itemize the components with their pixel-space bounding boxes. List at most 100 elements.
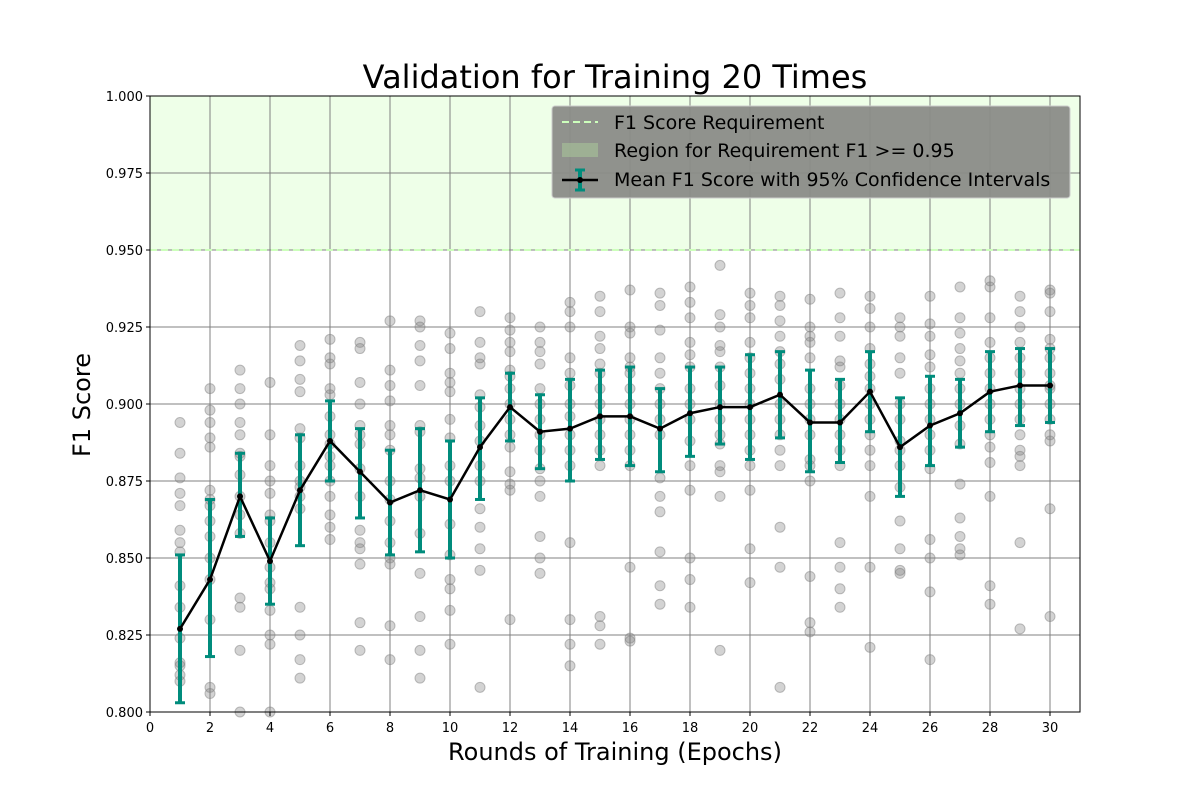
x-tick-label: 20: [742, 721, 759, 736]
scatter-point: [294, 386, 306, 398]
mean-point: [687, 410, 693, 417]
scatter-point: [1044, 611, 1056, 623]
y-axis-title: F1 Score: [68, 353, 96, 457]
scatter-point: [234, 383, 246, 395]
x-tick-label: 14: [562, 721, 579, 736]
mean-point: [897, 444, 903, 451]
scatter-point: [354, 343, 366, 355]
scatter-point: [1044, 287, 1056, 299]
scatter-point: [204, 441, 216, 453]
scatter-point: [1044, 429, 1056, 441]
scatter-point: [324, 509, 336, 521]
x-tick-label: 12: [502, 721, 519, 736]
scatter-point: [564, 614, 576, 626]
scatter-point: [774, 330, 786, 342]
scatter-point: [654, 546, 666, 558]
scatter-point: [804, 617, 816, 629]
mean-point: [567, 425, 573, 432]
scatter-point: [444, 343, 456, 355]
scatter-point: [564, 321, 576, 333]
scatter-point: [774, 299, 786, 311]
scatter-point: [684, 336, 696, 348]
scatter-point: [414, 321, 426, 333]
scatter-point: [174, 416, 186, 428]
scatter-point: [744, 577, 756, 589]
scatter-point: [174, 524, 186, 536]
scatter-point: [624, 561, 636, 573]
scatter-point: [624, 635, 636, 647]
scatter-point: [204, 688, 216, 700]
scatter-point: [654, 472, 666, 484]
scatter-point: [324, 521, 336, 533]
scatter-point: [594, 306, 606, 318]
scatter-point: [294, 339, 306, 351]
scatter-point: [264, 638, 276, 650]
scatter-point: [354, 644, 366, 656]
scatter-point: [444, 327, 456, 339]
x-tick-label: 2: [206, 721, 214, 736]
scatter-point: [414, 355, 426, 367]
scatter-point: [324, 352, 336, 364]
mean-point: [627, 413, 633, 420]
legend-mean-marker: [577, 177, 583, 183]
scatter-point: [774, 315, 786, 327]
x-tick-label: 30: [1042, 721, 1059, 736]
mean-point: [447, 496, 453, 503]
scatter-point: [594, 358, 606, 370]
scatter-point: [864, 321, 876, 333]
scatter-point: [834, 537, 846, 549]
scatter-point: [804, 475, 816, 487]
mean-point: [237, 493, 243, 500]
scatter-point: [384, 420, 396, 432]
legend-region-label: Region for Requirement F1 >= 0.95: [614, 140, 955, 162]
scatter-point: [684, 349, 696, 361]
scatter-point: [504, 324, 516, 336]
scatter-point: [564, 638, 576, 650]
scatter-point: [384, 558, 396, 570]
scatter-point: [834, 312, 846, 324]
legend: F1 Score Requirement Region for Requirem…: [551, 105, 1071, 199]
scatter-point: [954, 343, 966, 355]
scatter-point: [264, 376, 276, 388]
legend-requirement-label: F1 Score Requirement: [614, 112, 825, 134]
scatter-point: [264, 429, 276, 441]
scatter-point: [654, 352, 666, 364]
scatter-point: [954, 355, 966, 367]
scatter-point: [324, 389, 336, 401]
scatter-point: [204, 432, 216, 444]
scatter-point: [924, 349, 936, 361]
scatter-point: [564, 537, 576, 549]
mean-point: [657, 425, 663, 432]
scatter-point: [564, 660, 576, 672]
scatter-point: [324, 333, 336, 345]
y-axis-ticks: 0.800 0.825 0.850 0.875 0.900 0.925 0.950 0.975…: [106, 90, 150, 721]
scatter-point: [444, 604, 456, 616]
scatter-point: [234, 601, 246, 613]
scatter-point: [954, 327, 966, 339]
scatter-point: [294, 654, 306, 666]
scatter-point: [924, 534, 936, 546]
scatter-point: [204, 416, 216, 428]
x-tick-label: 18: [682, 721, 699, 736]
scatter-point: [294, 672, 306, 684]
mean-point: [477, 444, 483, 451]
x-tick-label: 28: [982, 721, 999, 736]
scatter-point: [744, 543, 756, 555]
scatter-point: [414, 567, 426, 579]
mean-point: [297, 487, 303, 494]
mean-point: [507, 404, 513, 411]
scatter-point: [834, 355, 846, 367]
scatter-point: [744, 460, 756, 472]
scatter-point: [984, 457, 996, 469]
scatter-point: [384, 395, 396, 407]
scatter-point: [894, 564, 906, 576]
scatter-point: [744, 299, 756, 311]
scatter-point: [804, 321, 816, 333]
scatter-point: [774, 521, 786, 533]
scatter-point: [384, 654, 396, 666]
scatter-point: [774, 290, 786, 302]
scatter-point: [594, 620, 606, 632]
scatter-point: [504, 441, 516, 453]
scatter-point: [234, 592, 246, 604]
y-tick-label: 0.975: [106, 167, 143, 182]
